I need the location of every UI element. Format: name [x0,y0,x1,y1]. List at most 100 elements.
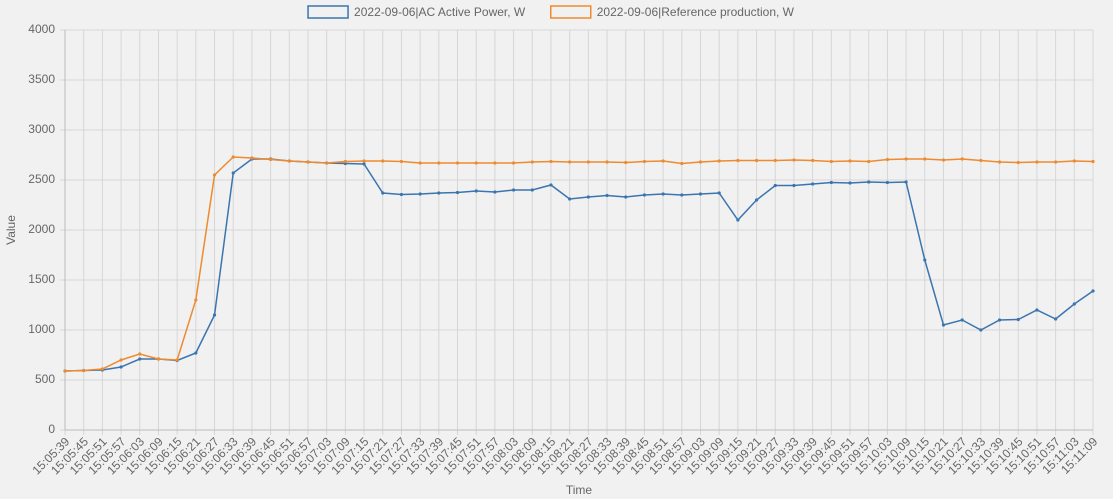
data-point [773,183,777,188]
data-point [923,258,927,262]
data-point [941,158,946,162]
y-tick-label: 3000 [28,122,55,136]
legend-label: 2022-09-06|AC Active Power, W [354,5,526,19]
data-point [1072,159,1076,163]
data-point [119,358,123,362]
data-point [474,189,478,193]
data-point [754,158,759,163]
data-point [138,352,142,356]
data-point [885,157,890,162]
data-point [867,180,871,184]
data-point [717,159,721,163]
y-tick-label: 2000 [28,222,55,236]
data-point [455,161,460,165]
y-tick-label: 2500 [28,172,55,186]
data-point [661,192,665,196]
data-point [493,161,497,165]
data-point [680,193,684,197]
legend-label: 2022-09-06|Reference production, W [597,5,795,19]
data-point [867,159,871,164]
y-tick-label: 500 [35,372,55,386]
data-point [568,160,572,164]
data-point [1035,308,1039,312]
data-point [792,183,796,188]
data-point [698,192,703,196]
data-point [231,171,235,175]
data-point [362,162,366,166]
data-point [1091,159,1095,164]
y-tick-label: 3500 [28,72,55,86]
data-point [437,161,441,165]
y-axis-label: Value [4,215,18,245]
data-point [437,191,441,195]
data-point [250,156,254,160]
data-point [941,323,946,327]
data-point [194,351,198,355]
data-point [736,218,740,222]
legend-swatch [307,5,349,19]
data-point [119,365,123,369]
data-point [624,195,628,199]
data-point [194,298,198,302]
data-point [530,160,534,164]
data-point [979,328,983,332]
data-point [1091,289,1095,293]
x-axis-label: Time [566,483,593,497]
data-point [455,190,460,195]
data-point [549,183,553,187]
data-point [381,159,385,163]
data-point [1016,160,1020,165]
data-point [829,159,833,164]
data-point [399,159,404,164]
data-point [100,367,104,371]
data-point [979,158,983,163]
data-point [661,159,665,163]
data-point [642,193,647,197]
data-point [175,358,179,362]
data-point [848,159,852,163]
series-line [64,156,1094,372]
data-point [624,160,628,165]
data-point [1072,302,1076,306]
data-point [568,197,572,201]
data-point [287,159,291,163]
data-point [212,313,217,317]
data-point [754,198,759,202]
data-point [493,190,497,194]
data-point [138,357,142,361]
data-point [269,157,273,162]
data-point [231,155,235,159]
y-tick-label: 1000 [28,322,55,336]
data-point [530,188,534,192]
data-point [848,181,852,185]
data-point [829,180,833,185]
data-point [82,368,86,373]
data-point [381,191,385,195]
data-point [773,158,777,163]
y-tick-label: 4000 [28,22,55,36]
data-point [904,180,908,184]
data-point [792,158,796,162]
data-point [904,157,908,161]
data-point [474,161,478,165]
data-point [586,160,590,164]
data-point [156,357,161,361]
y-tick-label: 0 [48,422,55,436]
data-point [549,159,553,164]
data-point [717,191,721,195]
data-point [997,318,1002,322]
data-point [418,161,422,165]
data-point [698,160,703,164]
data-point [511,161,516,165]
data-point [1035,160,1039,164]
data-point [811,182,815,186]
data-point [362,159,366,163]
data-point [212,173,217,177]
data-point [885,180,890,185]
data-point [1054,317,1058,321]
data-point [605,193,609,198]
data-point [997,160,1002,164]
data-point [343,159,347,164]
data-point [306,160,310,164]
data-point [736,158,740,163]
